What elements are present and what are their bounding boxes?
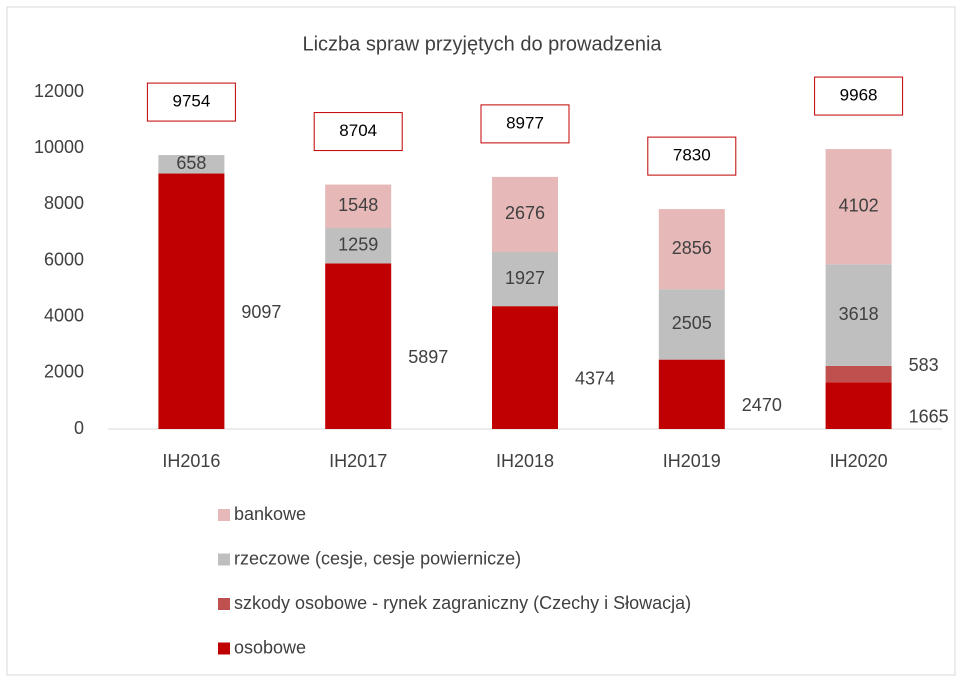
legend-label: szkody osobowe - rynek zagraniczny (Czec… (234, 593, 691, 613)
data-label: 2470 (742, 395, 782, 415)
bar-segment (158, 155, 225, 174)
y-tick-label: 0 (74, 418, 84, 438)
y-tick-label: 10000 (34, 137, 84, 157)
data-label: 1259 (338, 234, 378, 254)
total-box (814, 76, 904, 116)
legend-label: bankowe (234, 504, 306, 524)
total-box (313, 112, 403, 152)
data-label: 9097 (241, 302, 281, 322)
total-box (146, 82, 236, 122)
total-label: 9968 (840, 86, 878, 105)
legend-label: rzeczowe (cesje, cesje powiernicze) (234, 548, 521, 568)
bar-segment (658, 209, 725, 290)
y-tick-label: 12000 (34, 81, 84, 101)
bar-segment (825, 365, 892, 383)
data-label: 583 (909, 355, 939, 375)
x-tick-label: IH2016 (162, 451, 220, 471)
data-label: 1665 (909, 406, 949, 426)
legend-label: osobowe (234, 637, 306, 657)
data-label: 1927 (505, 268, 545, 288)
data-label: 5897 (408, 347, 448, 367)
total-label: 8977 (506, 113, 544, 132)
chart-title: Liczba spraw przyjętych do prowadzenia (302, 33, 662, 55)
bar-segment (158, 173, 225, 429)
data-label: 2856 (672, 238, 712, 258)
y-tick-label: 2000 (44, 362, 84, 382)
x-tick-label: IH2018 (496, 451, 554, 471)
total-label: 9754 (172, 92, 210, 111)
total-label: 7830 (673, 146, 711, 165)
bar-segment (658, 359, 725, 429)
bar-segment (825, 149, 892, 265)
y-tick-label: 8000 (44, 193, 84, 213)
bar-segment (492, 176, 558, 253)
legend-swatch (218, 553, 230, 566)
data-label: 658 (176, 153, 206, 173)
data-label: 2505 (672, 313, 712, 333)
data-label: 4102 (839, 195, 879, 215)
total-label: 8704 (339, 121, 377, 140)
y-tick-label: 6000 (44, 249, 84, 269)
bar-segment (492, 306, 558, 429)
bar-segment (658, 289, 725, 360)
y-tick-label: 4000 (44, 305, 84, 325)
legend-swatch (218, 642, 230, 655)
bar-segment (325, 184, 392, 229)
data-label: 4374 (575, 368, 615, 388)
x-tick-label: IH2019 (663, 451, 721, 471)
bar-segment (492, 252, 558, 307)
total-box (480, 104, 570, 144)
bar-segment (825, 264, 892, 366)
legend-swatch (218, 598, 230, 610)
total-box (647, 136, 737, 176)
x-tick-label: IH2020 (830, 451, 888, 471)
bar-segment (825, 382, 892, 429)
data-label: 3618 (839, 304, 879, 324)
data-label: 2676 (505, 203, 545, 223)
bar-segment (325, 263, 392, 429)
bar-segment (325, 228, 392, 264)
legend-swatch (218, 509, 230, 521)
data-label: 1548 (338, 195, 378, 215)
x-tick-label: IH2017 (329, 451, 387, 471)
